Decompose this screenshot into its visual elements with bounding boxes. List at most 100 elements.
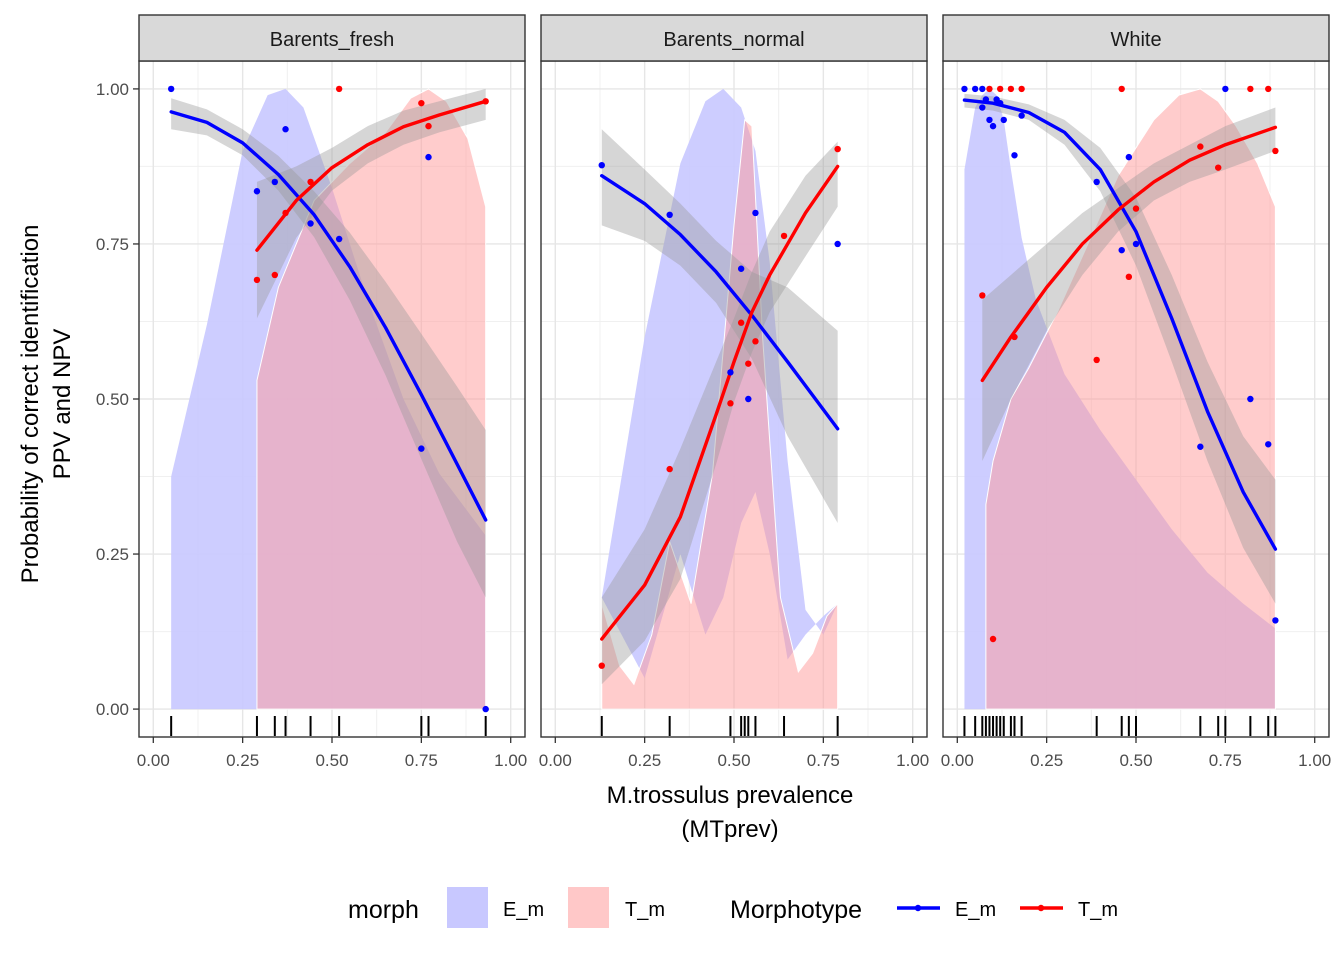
point-T_m — [737, 319, 745, 326]
panel-content — [961, 85, 1279, 736]
facet-strip — [942, 14, 1330, 62]
legend-label: T_m — [1078, 899, 1118, 921]
facet-strip-label: White — [1110, 29, 1161, 51]
facet-Barents_normal: Barents_normal 0.00 0.25 0.50 0.75 1.00 — [539, 14, 929, 770]
x-tick-label: 0.75 — [405, 751, 438, 770]
x-tick-label: 0.50 — [717, 751, 750, 770]
x-tick-label: 0.25 — [226, 751, 259, 770]
point-T_m — [282, 209, 289, 217]
y-tick-label: 0.00 — [96, 700, 129, 719]
facet-Barents_fresh: Barents_fresh 0.00 0.25 0.50 0.75 1.00 — [137, 14, 527, 770]
x-tick-label: 0.75 — [807, 751, 840, 770]
point-E_m — [1093, 178, 1100, 186]
x-tick-label: 0.50 — [1119, 751, 1152, 770]
point-E_m — [752, 209, 759, 217]
point-E_m — [1247, 395, 1254, 403]
fit-line-T_m — [980, 125, 1278, 383]
point-E_m — [1000, 116, 1007, 124]
point-E_m — [989, 122, 997, 130]
density-T_m — [985, 88, 1276, 710]
point-T_m — [1197, 143, 1204, 150]
point-E_m — [425, 153, 432, 161]
point-E_m — [1011, 152, 1018, 159]
density-E_m — [601, 88, 838, 679]
point-E_m — [979, 85, 986, 93]
x-axis-ticks: 0.00 0.25 0.50 0.75 1.00 — [137, 737, 527, 770]
legend: morph E_m T_m Morphotype E_m T_m — [348, 887, 1118, 928]
point-T_m — [986, 85, 993, 93]
ci-ribbon-T_m — [982, 107, 1276, 462]
fit-line-E_m — [962, 98, 1278, 551]
point-T_m — [418, 99, 425, 107]
legend-key-T_m-point — [1037, 904, 1045, 912]
legend-key-T_m-fill — [568, 887, 609, 928]
point-E_m — [666, 211, 673, 219]
x-tick-label: 0.00 — [539, 751, 572, 770]
y-axis: 0.00 0.25 0.50 0.75 1.00 — [96, 80, 139, 719]
point-T_m — [1132, 205, 1140, 212]
fit-line-T_m — [600, 164, 840, 641]
point-E_m — [282, 126, 289, 133]
x-tick-label: 0.25 — [628, 751, 661, 770]
point-T_m — [307, 178, 314, 186]
legend-key-E_m-fill — [447, 887, 488, 928]
x-tick-label: 0.00 — [137, 751, 170, 770]
point-T_m — [1093, 356, 1100, 364]
x-tick-label: 1.00 — [494, 751, 527, 770]
point-E_m — [727, 369, 734, 376]
ci-ribbon-E_m — [601, 129, 838, 524]
point-T_m — [834, 145, 841, 153]
x-tick-label: 1.00 — [896, 751, 929, 770]
point-T_m — [1215, 164, 1222, 171]
point-T_m — [425, 122, 432, 130]
point-T_m — [996, 85, 1004, 93]
point-T_m — [1247, 85, 1254, 93]
point-E_m — [1125, 153, 1133, 161]
point-E_m — [986, 116, 993, 124]
point-E_m — [307, 220, 314, 227]
point-T_m — [1007, 85, 1015, 93]
point-E_m — [979, 104, 986, 111]
point-T_m — [253, 276, 261, 284]
point-E_m — [1265, 441, 1272, 448]
point-T_m — [1265, 85, 1272, 93]
point-E_m — [335, 235, 343, 243]
x-axis-ticks: 0.00 0.25 0.50 0.75 1.00 — [941, 737, 1331, 770]
x-tick-label: 0.75 — [1209, 751, 1242, 770]
density-T_m — [256, 88, 487, 710]
facet-strip-label: Barents_normal — [663, 29, 804, 51]
point-E_m — [1132, 240, 1140, 248]
point-E_m — [598, 161, 605, 169]
facet-strip-label: Barents_fresh — [270, 29, 395, 51]
panel-content — [598, 88, 841, 736]
legend-label: T_m — [625, 899, 665, 921]
point-T_m — [1018, 85, 1025, 93]
fit-line-E_m — [169, 110, 488, 522]
point-T_m — [1011, 333, 1018, 341]
x-tick-label: 1.00 — [1298, 751, 1331, 770]
point-E_m — [253, 188, 261, 195]
x-axis-title: M.trossulus prevalence — [607, 782, 854, 809]
x-axis-subtitle: (MTprev) — [681, 816, 778, 843]
point-E_m — [167, 85, 175, 93]
point-T_m — [780, 232, 788, 240]
legend-title-morphotype: Morphotype — [730, 896, 862, 924]
point-T_m — [1272, 147, 1279, 155]
facet-strip — [138, 14, 526, 62]
point-E_m — [745, 395, 752, 403]
point-T_m — [482, 98, 489, 105]
point-T_m — [979, 292, 986, 299]
legend-title-morph: morph — [348, 896, 419, 924]
point-E_m — [1118, 246, 1125, 254]
point-T_m — [1118, 85, 1125, 93]
point-E_m — [1272, 617, 1279, 624]
point-E_m — [271, 178, 279, 186]
point-T_m — [727, 400, 734, 407]
ci-ribbon-E_m — [171, 98, 486, 598]
point-E_m — [961, 85, 968, 93]
density-T_m — [601, 118, 839, 710]
point-E_m — [1222, 85, 1229, 93]
x-tick-label: 0.50 — [315, 751, 348, 770]
panel-content — [167, 85, 489, 736]
